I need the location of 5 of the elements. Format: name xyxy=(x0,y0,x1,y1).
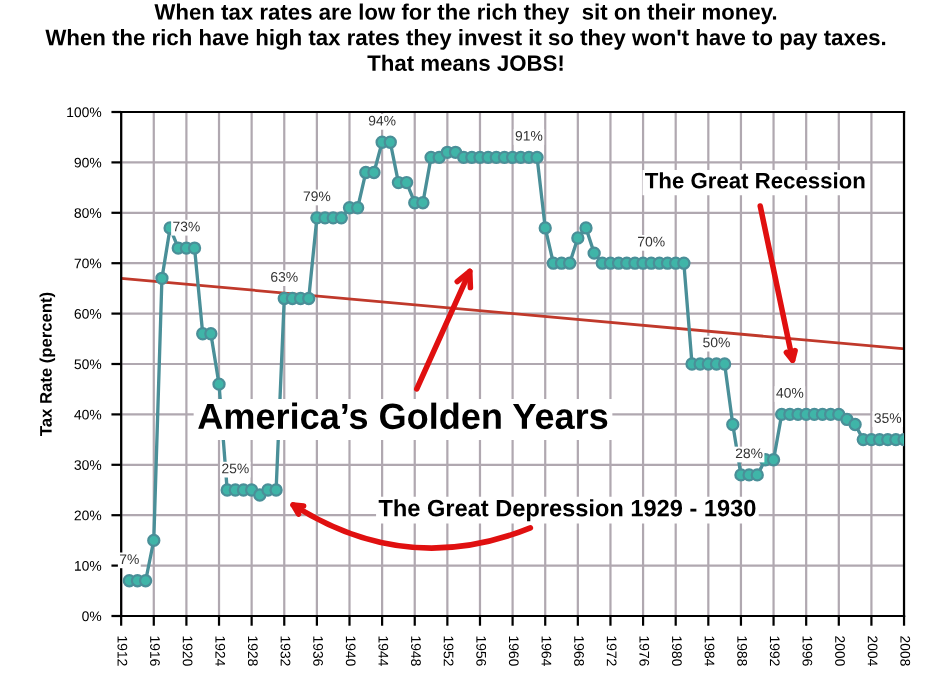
annotation: The Great Recession xyxy=(645,172,865,189)
annotation: America’s Golden Years xyxy=(198,402,608,430)
chart-title: When tax rates are low for the rich they sit on their money. When the rich have high tax rates they invest it so they won't have to pay taxes. That means JOBS! xyxy=(45,3,886,72)
annotation: The Great Depression 1929 - 1930 xyxy=(378,499,756,522)
y-axis-title: Tax Rate (percent) xyxy=(39,292,56,436)
